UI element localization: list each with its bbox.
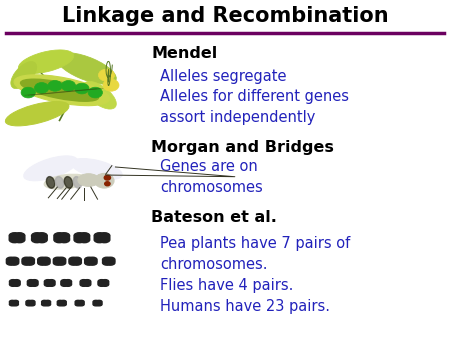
Text: Alleles for different genes
assort independently: Alleles for different genes assort indep…	[160, 89, 349, 125]
Ellipse shape	[98, 280, 109, 286]
Ellipse shape	[80, 280, 91, 286]
Ellipse shape	[103, 257, 115, 265]
Ellipse shape	[94, 233, 110, 243]
Ellipse shape	[71, 159, 122, 179]
Ellipse shape	[93, 300, 102, 306]
Text: Bateson et al.: Bateson et al.	[151, 210, 277, 225]
Ellipse shape	[9, 280, 20, 286]
Ellipse shape	[9, 300, 18, 306]
Text: Pea plants have 7 pairs of
chromosomes.
Flies have 4 pairs.
Humans have 23 pairs: Pea plants have 7 pairs of chromosomes. …	[160, 236, 351, 314]
Text: Mendel: Mendel	[151, 46, 217, 61]
Text: Linkage and Recombination: Linkage and Recombination	[62, 6, 388, 26]
Ellipse shape	[11, 62, 37, 89]
Ellipse shape	[46, 177, 55, 188]
Ellipse shape	[54, 233, 70, 243]
Circle shape	[104, 175, 111, 180]
Ellipse shape	[78, 174, 99, 187]
Ellipse shape	[61, 280, 72, 286]
Ellipse shape	[22, 257, 35, 265]
Ellipse shape	[44, 174, 88, 189]
Circle shape	[88, 87, 103, 98]
Ellipse shape	[64, 177, 72, 188]
Ellipse shape	[98, 280, 109, 286]
Text: Alleles segregate: Alleles segregate	[160, 69, 287, 84]
Ellipse shape	[44, 280, 55, 286]
Ellipse shape	[57, 300, 66, 306]
Ellipse shape	[69, 257, 81, 265]
Ellipse shape	[41, 300, 51, 306]
Ellipse shape	[6, 257, 19, 265]
Ellipse shape	[24, 156, 77, 181]
Ellipse shape	[61, 280, 72, 286]
Ellipse shape	[27, 280, 38, 286]
Ellipse shape	[69, 257, 81, 265]
Circle shape	[61, 80, 76, 91]
Text: Genes are on
chromosomes: Genes are on chromosomes	[160, 160, 263, 195]
Ellipse shape	[85, 257, 97, 265]
Ellipse shape	[9, 233, 25, 243]
Ellipse shape	[38, 257, 50, 265]
Ellipse shape	[44, 280, 55, 286]
Ellipse shape	[57, 300, 66, 306]
Ellipse shape	[21, 79, 99, 101]
Circle shape	[48, 80, 62, 91]
Circle shape	[35, 82, 49, 93]
Ellipse shape	[14, 75, 109, 106]
Ellipse shape	[80, 280, 91, 286]
Circle shape	[75, 83, 89, 94]
Ellipse shape	[53, 257, 66, 265]
Ellipse shape	[93, 300, 102, 306]
Circle shape	[21, 87, 36, 98]
Ellipse shape	[22, 257, 35, 265]
Ellipse shape	[56, 53, 116, 84]
Circle shape	[103, 79, 119, 91]
Ellipse shape	[74, 233, 90, 243]
Ellipse shape	[32, 233, 47, 243]
Ellipse shape	[26, 300, 35, 306]
Ellipse shape	[9, 300, 18, 306]
Ellipse shape	[9, 233, 25, 243]
Ellipse shape	[38, 257, 50, 265]
Ellipse shape	[5, 101, 69, 126]
Ellipse shape	[32, 233, 47, 243]
Ellipse shape	[94, 233, 110, 243]
Ellipse shape	[85, 257, 97, 265]
Ellipse shape	[6, 257, 19, 265]
Circle shape	[105, 182, 110, 186]
Ellipse shape	[103, 257, 115, 265]
Ellipse shape	[53, 257, 66, 265]
Ellipse shape	[18, 50, 74, 74]
Ellipse shape	[75, 300, 84, 306]
Circle shape	[99, 69, 115, 81]
Ellipse shape	[73, 177, 81, 188]
Ellipse shape	[75, 300, 84, 306]
Ellipse shape	[26, 300, 35, 306]
Ellipse shape	[74, 233, 90, 243]
Ellipse shape	[27, 280, 38, 286]
Ellipse shape	[54, 233, 70, 243]
Ellipse shape	[83, 81, 117, 109]
Text: Morgan and Bridges: Morgan and Bridges	[151, 140, 334, 155]
Circle shape	[94, 173, 114, 188]
Ellipse shape	[55, 177, 64, 188]
Ellipse shape	[41, 300, 51, 306]
Ellipse shape	[9, 280, 20, 286]
